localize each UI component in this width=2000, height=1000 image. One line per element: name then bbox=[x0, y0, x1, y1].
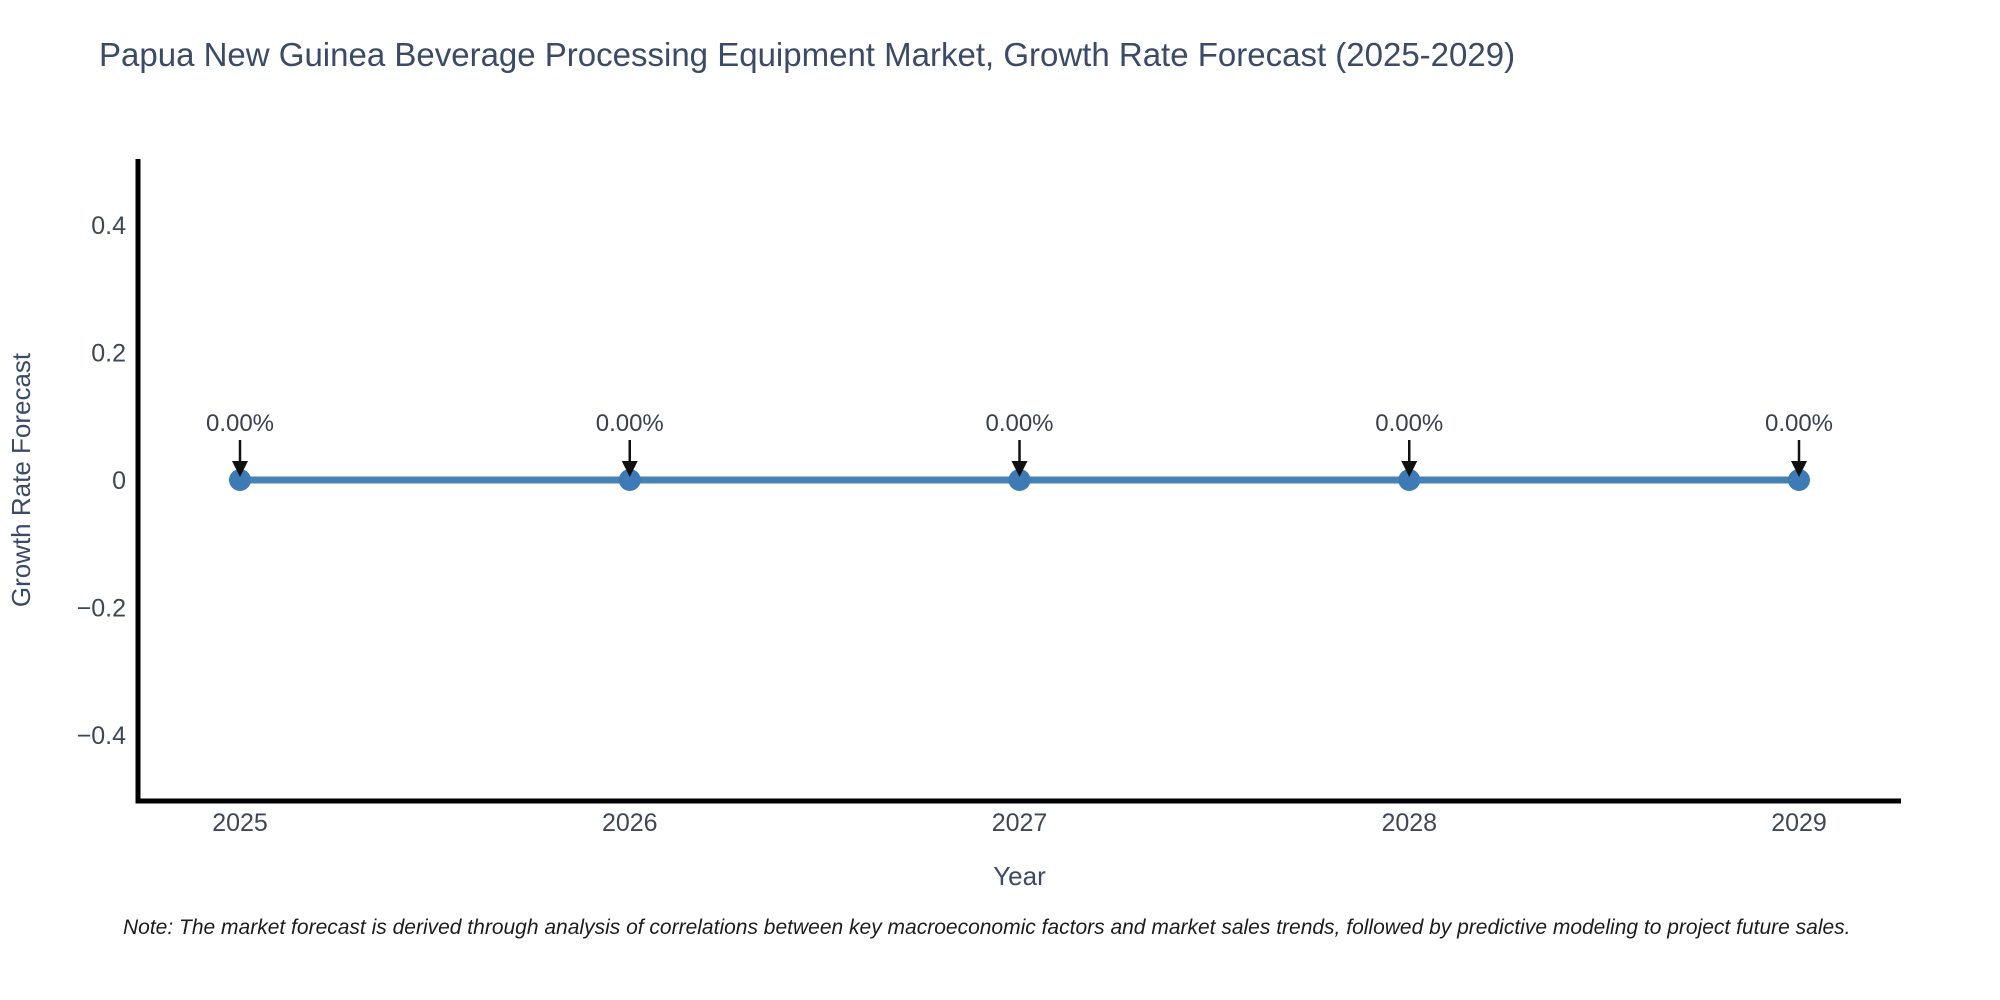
data-point bbox=[1398, 469, 1421, 491]
point-value-label: 0.00% bbox=[206, 410, 274, 437]
point-value-label: 0.00% bbox=[1765, 410, 1833, 437]
annotation-arrow-head bbox=[232, 461, 248, 477]
y-tick-label: −0.4 bbox=[77, 722, 126, 750]
y-tick-label: −0.2 bbox=[77, 595, 126, 623]
x-tick-label: 2026 bbox=[602, 809, 658, 837]
y-tick-label: 0.2 bbox=[91, 340, 126, 368]
point-value-label: 0.00% bbox=[1375, 410, 1443, 437]
data-point bbox=[1008, 469, 1031, 491]
data-point bbox=[1788, 469, 1810, 491]
point-value-label: 0.00% bbox=[985, 410, 1053, 437]
chart-title: Papua New Guinea Beverage Processing Equ… bbox=[99, 36, 1516, 73]
annotation-arrow-head bbox=[1401, 461, 1418, 477]
x-tick-label: 2028 bbox=[1381, 809, 1437, 837]
footnote: Note: The market forecast is derived thr… bbox=[123, 916, 1851, 939]
x-tick-label: 2025 bbox=[212, 809, 268, 837]
data-point bbox=[618, 469, 641, 491]
y-tick-label: 0.4 bbox=[91, 212, 126, 240]
x-tick-label: 2029 bbox=[1771, 809, 1827, 837]
x-tick-label: 2027 bbox=[992, 809, 1048, 837]
annotation-arrow-head bbox=[1011, 461, 1028, 477]
y-axis-title: Growth Rate Forecast bbox=[6, 352, 36, 607]
data-point bbox=[229, 469, 251, 491]
y-tick-label: 0 bbox=[112, 467, 126, 495]
point-value-label: 0.00% bbox=[596, 410, 664, 437]
annotation-arrow-head bbox=[621, 461, 638, 477]
x-axis-title: Year bbox=[993, 861, 1046, 891]
annotation-arrow-head bbox=[1791, 461, 1807, 477]
